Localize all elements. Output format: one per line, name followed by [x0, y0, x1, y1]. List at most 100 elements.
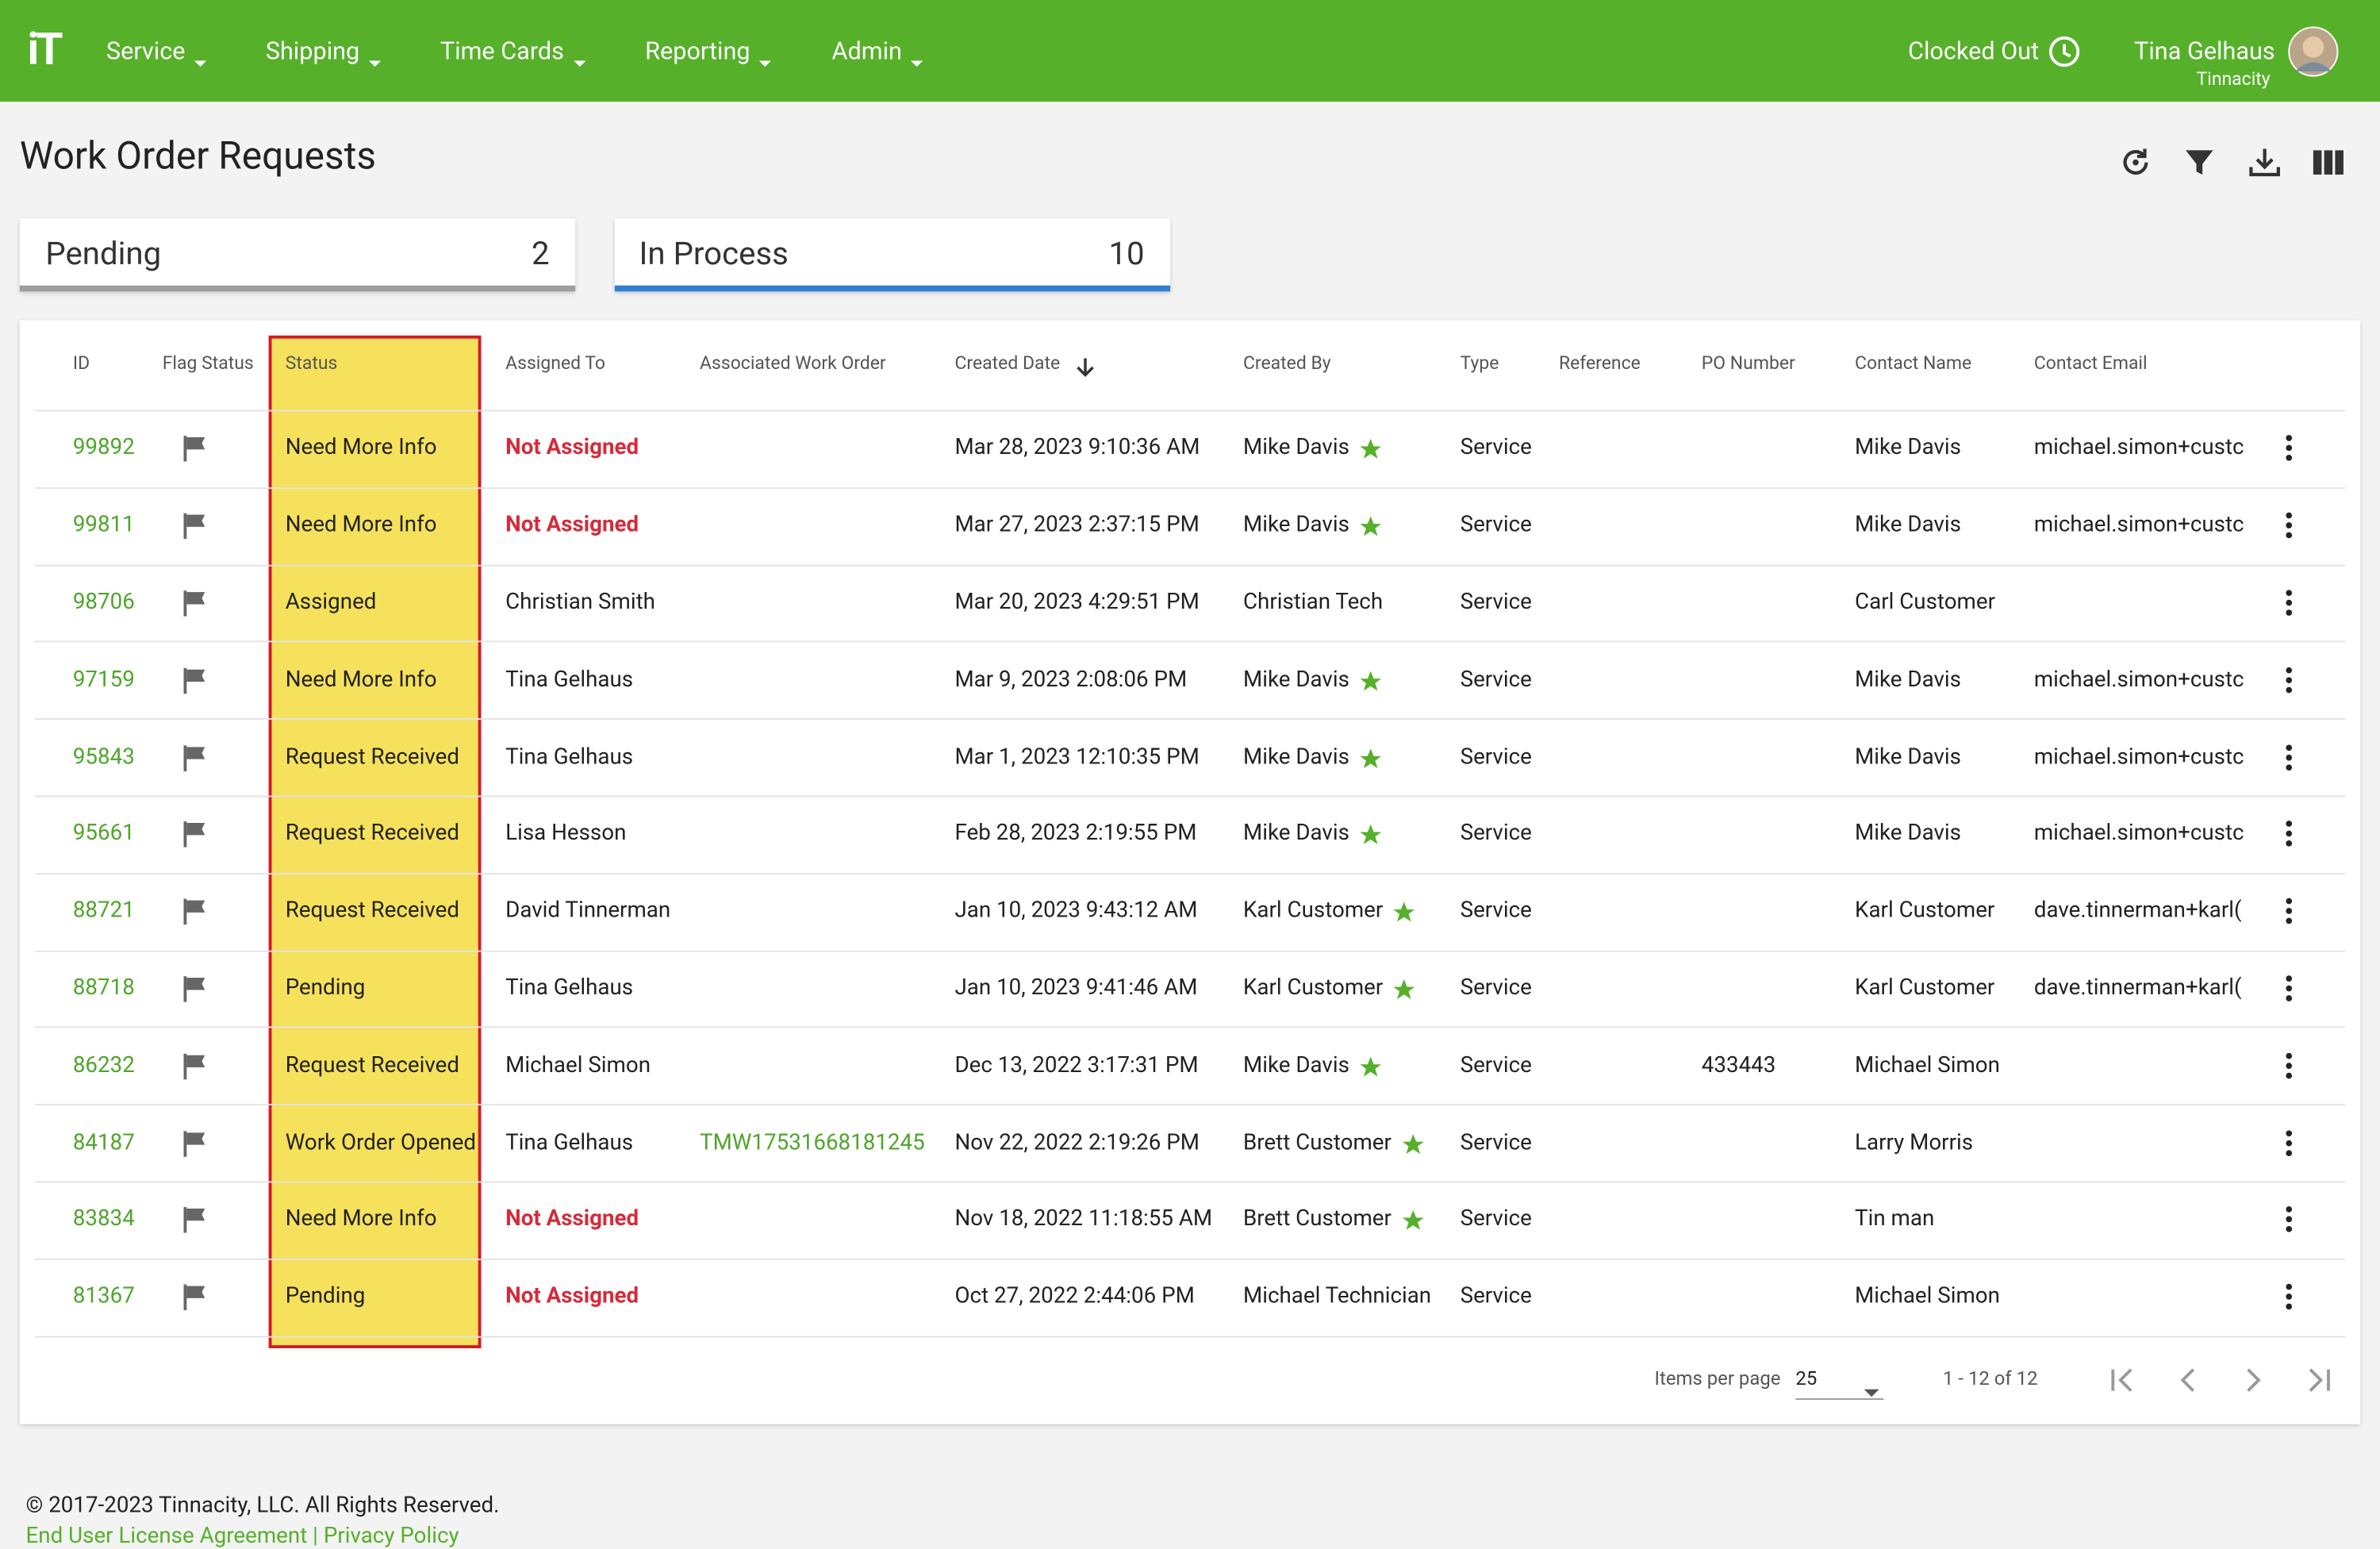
flag-icon-svg	[183, 590, 205, 617]
column-header[interactable]: Status	[285, 352, 338, 374]
id-cell[interactable]: 81367	[72, 1283, 135, 1309]
eula-link[interactable]: End User License Agreement	[25, 1523, 308, 1549]
id-cell[interactable]: 95843	[72, 743, 135, 770]
id-cell[interactable]: 95661	[72, 820, 135, 847]
star-icon	[1393, 901, 1415, 922]
refresh-button[interactable]	[2117, 144, 2154, 181]
column-header[interactable]: Created By	[1242, 352, 1331, 374]
star-icon-svg	[1360, 824, 1382, 845]
privacy-link[interactable]: Privacy Policy	[323, 1523, 459, 1549]
column-header[interactable]: Reference	[1558, 352, 1641, 374]
row-menu-svg	[2286, 1284, 2293, 1310]
row-menu[interactable]	[2282, 744, 2297, 771]
flag-icon[interactable]	[181, 512, 208, 540]
row-menu-svg	[2286, 744, 2293, 771]
row-menu[interactable]	[2282, 1283, 2297, 1310]
created-date-cell: Mar 20, 2023 4:29:51 PM	[954, 589, 1200, 615]
contact-email-cell: dave.tinnerman+karl(	[2033, 974, 2242, 1001]
row-menu[interactable]	[2282, 821, 2297, 848]
avatar[interactable]	[2287, 26, 2339, 78]
card-count: 10	[1108, 236, 1145, 274]
last-page[interactable]	[2302, 1365, 2332, 1395]
nav-caret[interactable]	[759, 45, 772, 67]
id-cell[interactable]: 83834	[72, 1205, 135, 1232]
row-menu[interactable]	[2282, 1206, 2297, 1233]
column-header[interactable]: Flag Status	[162, 352, 254, 374]
user-name[interactable]: Tina Gelhaus	[2134, 36, 2275, 66]
clock-status[interactable]: Clocked Out	[1908, 36, 2040, 66]
flag-icon[interactable]	[181, 1283, 208, 1311]
download-button[interactable]	[2247, 144, 2283, 181]
items-per-page-select[interactable]: 25	[1795, 1365, 1884, 1401]
row-menu[interactable]	[2282, 435, 2297, 462]
nav-item[interactable]: Shipping	[265, 36, 360, 66]
flag-icon[interactable]	[181, 821, 208, 848]
id-cell[interactable]: 97159	[72, 666, 135, 693]
created-date-cell: Jan 10, 2023 9:41:46 AM	[954, 974, 1198, 1001]
row-menu[interactable]	[2282, 512, 2297, 539]
column-header[interactable]: ID	[72, 352, 90, 374]
id-cell[interactable]: 86232	[72, 1051, 135, 1078]
nav-item[interactable]: Reporting	[645, 36, 750, 66]
top-nav: iT Clocked Out Tina Gelhaus Tinnacity Se…	[0, 0, 2380, 102]
flag-icon[interactable]	[181, 1206, 208, 1234]
column-header[interactable]: Contact Name	[1855, 352, 1972, 374]
row-menu[interactable]	[2282, 974, 2297, 1001]
column-header[interactable]: Type	[1460, 352, 1499, 374]
nav-item[interactable]: Admin	[831, 36, 902, 66]
type-cell: Service	[1460, 820, 1532, 847]
column-header[interactable]: Created Date	[954, 352, 1061, 374]
contact-name-cell: Karl Customer	[1855, 897, 1995, 924]
nav-caret[interactable]	[194, 45, 207, 67]
created-by-cell: Mike Davis	[1242, 1051, 1349, 1078]
star-icon	[1402, 1132, 1424, 1154]
sort-arrow[interactable]	[1077, 356, 1095, 378]
flag-icon[interactable]	[181, 1129, 208, 1157]
flag-icon[interactable]	[181, 974, 208, 1002]
flag-icon[interactable]	[181, 744, 208, 771]
id-cell[interactable]: 99892	[72, 434, 135, 461]
column-header[interactable]: Associated Work Order	[700, 352, 886, 374]
columns-button[interactable]	[2312, 148, 2345, 178]
created-date-cell: Mar 9, 2023 2:08:06 PM	[954, 666, 1188, 693]
clock-icon[interactable]	[2048, 35, 2081, 68]
nav-caret[interactable]	[911, 45, 923, 67]
nav-caret[interactable]	[573, 45, 585, 67]
work-order-cell[interactable]: TMW17531668181245	[700, 1128, 925, 1155]
first-page[interactable]	[2109, 1365, 2139, 1395]
in-process-card[interactable]: In Process 10	[614, 218, 1171, 292]
contact-email-cell: dave.tinnerman+karl(	[2033, 897, 2242, 924]
flag-icon[interactable]	[181, 1052, 208, 1079]
id-cell[interactable]: 98706	[72, 589, 135, 615]
id-cell[interactable]: 99811	[72, 512, 135, 538]
row-menu[interactable]	[2282, 897, 2297, 924]
pending-card[interactable]: Pending 2	[19, 218, 576, 292]
logo[interactable]: iT	[27, 24, 63, 76]
contact-name-cell: Larry Morris	[1855, 1128, 1974, 1155]
row-menu[interactable]	[2282, 1052, 2297, 1079]
next-page[interactable]	[2237, 1365, 2267, 1395]
row-menu[interactable]	[2282, 1129, 2297, 1156]
prev-page[interactable]	[2173, 1365, 2203, 1395]
flag-icon[interactable]	[181, 897, 208, 925]
flag-icon[interactable]	[181, 667, 208, 694]
row-menu[interactable]	[2282, 667, 2297, 694]
select-caret[interactable]	[1864, 1375, 1879, 1397]
id-cell[interactable]: 88721	[72, 897, 135, 924]
id-cell[interactable]: 88718	[72, 974, 135, 1001]
column-header[interactable]: PO Number	[1701, 352, 1795, 374]
id-cell[interactable]: 84187	[72, 1128, 135, 1155]
nav-item[interactable]: Time Cards	[440, 36, 564, 66]
row-menu[interactable]	[2282, 589, 2297, 616]
flag-icon[interactable]	[181, 589, 208, 617]
select-caret-svg	[1864, 1389, 1879, 1397]
filter-button[interactable]	[2182, 146, 2216, 179]
nav-caret[interactable]	[368, 45, 381, 67]
created-by-cell: Christian Tech	[1242, 589, 1384, 615]
column-header[interactable]: Contact Email	[2033, 352, 2148, 374]
flag-icon[interactable]	[181, 435, 208, 463]
nav-item[interactable]: Service	[106, 36, 186, 66]
column-header[interactable]: Assigned To	[505, 352, 606, 374]
status-cell: Request Received	[285, 820, 459, 847]
row-divider	[35, 486, 2346, 489]
